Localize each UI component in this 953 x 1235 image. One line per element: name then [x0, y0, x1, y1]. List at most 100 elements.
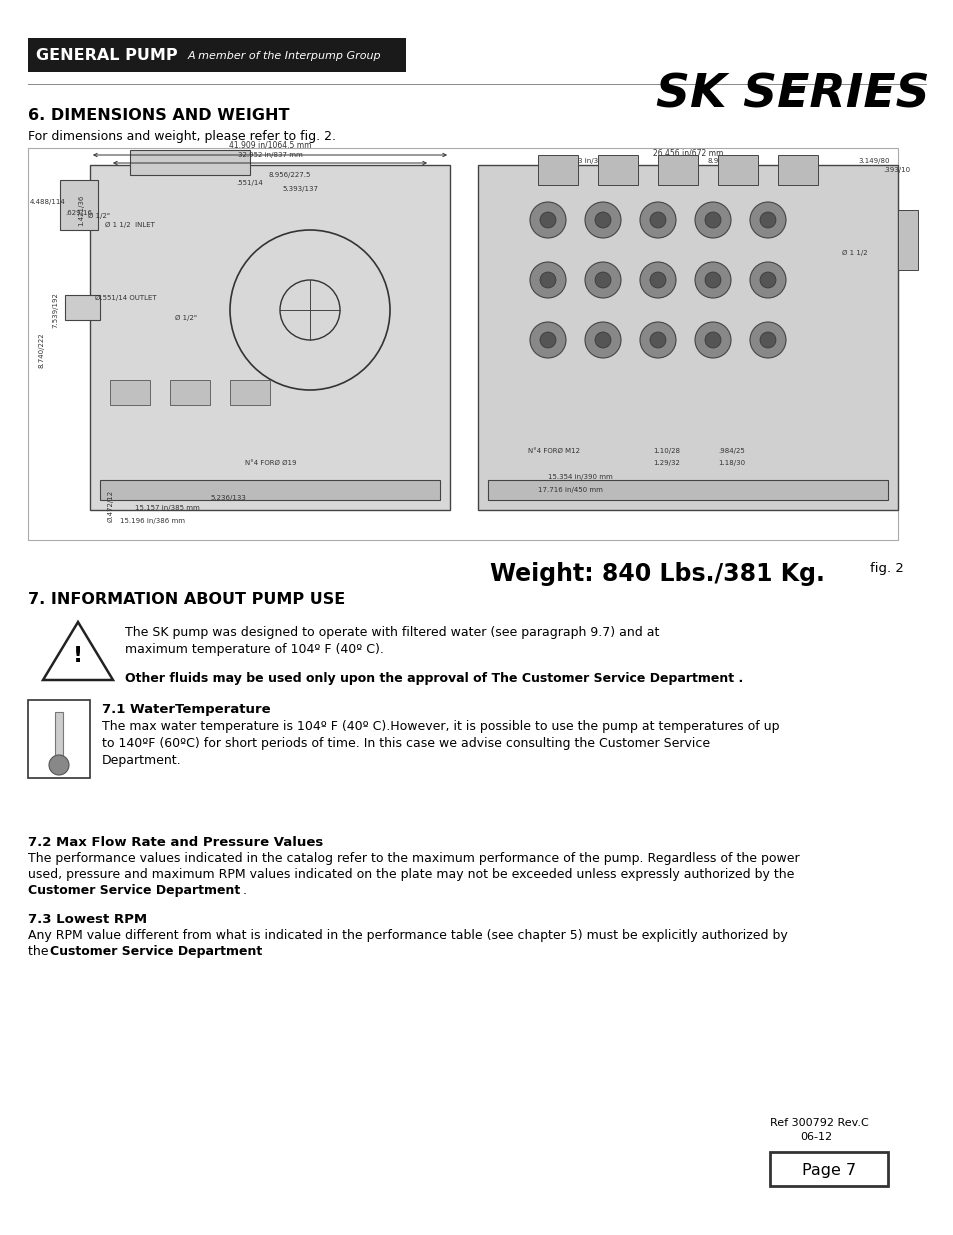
Text: Other fluids may be used only upon the approval of The Customer Service Departme: Other fluids may be used only upon the a…	[125, 672, 742, 685]
Circle shape	[704, 272, 720, 288]
Text: N°4 FORØ M12: N°4 FORØ M12	[527, 448, 579, 454]
Text: Customer Service Department: Customer Service Department	[50, 945, 262, 958]
Circle shape	[639, 203, 676, 238]
Text: the: the	[28, 945, 52, 958]
Circle shape	[595, 212, 610, 228]
Text: .551/14: .551/14	[236, 180, 263, 186]
Circle shape	[530, 322, 565, 358]
Bar	[170, 380, 210, 405]
Text: 5.393/137: 5.393/137	[282, 186, 317, 191]
Text: 15.157 in/385 mm: 15.157 in/385 mm	[135, 505, 199, 511]
Text: 8.976/228: 8.976/228	[707, 158, 743, 164]
Text: 1.421/36: 1.421/36	[78, 195, 84, 226]
Circle shape	[539, 212, 556, 228]
Text: .: .	[243, 884, 247, 897]
Text: The performance values indicated in the catalog refer to the maximum performance: The performance values indicated in the …	[28, 852, 799, 864]
Text: 7. INFORMATION ABOUT PUMP USE: 7. INFORMATION ABOUT PUMP USE	[28, 592, 345, 606]
Text: .393/10: .393/10	[882, 167, 909, 173]
Text: 1.29/32: 1.29/32	[652, 459, 679, 466]
Circle shape	[584, 262, 620, 298]
Text: Ref 300792 Rev.C: Ref 300792 Rev.C	[769, 1118, 868, 1128]
Text: Ø 1/2": Ø 1/2"	[174, 315, 196, 321]
Bar	[100, 480, 439, 500]
Bar	[90, 165, 450, 510]
Bar	[110, 380, 150, 405]
Text: The max water temperature is 104º F (40º C).However, it is possible to use the p: The max water temperature is 104º F (40º…	[102, 720, 779, 734]
Text: Department.: Department.	[102, 755, 181, 767]
Bar	[60, 180, 98, 230]
Circle shape	[749, 203, 785, 238]
Text: SK SERIES: SK SERIES	[656, 72, 929, 117]
Bar	[897, 210, 917, 270]
Bar	[537, 156, 578, 185]
Circle shape	[49, 755, 69, 776]
Text: Ø 1/2": Ø 1/2"	[88, 212, 110, 219]
Text: .984/25: .984/25	[718, 448, 744, 454]
Circle shape	[649, 332, 665, 348]
Text: For dimensions and weight, please refer to fig. 2.: For dimensions and weight, please refer …	[28, 130, 335, 143]
Text: 7.3 Lowest RPM: 7.3 Lowest RPM	[28, 913, 147, 926]
Text: 7.1 WaterTemperature: 7.1 WaterTemperature	[102, 703, 271, 716]
Circle shape	[530, 262, 565, 298]
Text: 7.539/192: 7.539/192	[52, 291, 58, 329]
Text: 17.716 in/450 mm: 17.716 in/450 mm	[537, 487, 602, 493]
Circle shape	[595, 332, 610, 348]
Bar	[769, 1152, 887, 1186]
Text: 06-12: 06-12	[800, 1132, 831, 1142]
Text: 1.18/30: 1.18/30	[718, 459, 744, 466]
Text: 26.456 in/672 mm: 26.456 in/672 mm	[652, 148, 722, 157]
Text: 6. DIMENSIONS AND WEIGHT: 6. DIMENSIONS AND WEIGHT	[28, 107, 289, 124]
Circle shape	[595, 272, 610, 288]
Text: Ø.472/12: Ø.472/12	[108, 490, 114, 522]
Text: Customer Service Department: Customer Service Department	[28, 884, 240, 897]
Text: fig. 2: fig. 2	[869, 562, 902, 576]
Circle shape	[584, 203, 620, 238]
Circle shape	[649, 272, 665, 288]
Bar	[718, 156, 758, 185]
Text: Ø.551/14 OUTLET: Ø.551/14 OUTLET	[95, 295, 156, 301]
Text: Ø 1 1/2  INLET: Ø 1 1/2 INLET	[105, 222, 154, 228]
Circle shape	[530, 203, 565, 238]
Bar	[658, 156, 698, 185]
Text: 5.236/133: 5.236/133	[210, 495, 246, 501]
Text: Ø 1 1/2: Ø 1 1/2	[841, 249, 867, 256]
Text: 8.740/222: 8.740/222	[39, 332, 45, 368]
Bar	[778, 156, 817, 185]
Circle shape	[749, 262, 785, 298]
Bar	[130, 149, 250, 175]
Text: 41.909 in/1064.5 mm: 41.909 in/1064.5 mm	[229, 141, 311, 149]
Bar	[28, 38, 406, 72]
Bar	[28, 700, 90, 778]
Text: used, pressure and maximum RPM values indicated on the plate may not be exceeded: used, pressure and maximum RPM values in…	[28, 868, 794, 881]
Text: 3.149/80: 3.149/80	[857, 158, 888, 164]
Text: 32.952 in/837 mm: 32.952 in/837 mm	[237, 152, 302, 158]
Bar	[477, 165, 897, 510]
Circle shape	[649, 212, 665, 228]
Bar	[65, 295, 100, 320]
Text: The SK pump was designed to operate with filtered water (see paragraph 9.7) and : The SK pump was designed to operate with…	[125, 626, 659, 638]
Bar	[55, 713, 63, 755]
Text: A member of the Interpump Group: A member of the Interpump Group	[188, 51, 381, 61]
Circle shape	[695, 322, 730, 358]
Text: N°4 FORØ Ø19: N°4 FORØ Ø19	[245, 459, 296, 466]
Circle shape	[639, 322, 676, 358]
Circle shape	[760, 212, 775, 228]
Text: Any RPM value different from what is indicated in the performance table (see cha: Any RPM value different from what is ind…	[28, 929, 787, 942]
Text: maximum temperature of 104º F (40º C).: maximum temperature of 104º F (40º C).	[125, 643, 383, 656]
Text: 15.354 in/390 mm: 15.354 in/390 mm	[547, 474, 612, 480]
Text: 7.2 Max Flow Rate and Pressure Values: 7.2 Max Flow Rate and Pressure Values	[28, 836, 323, 848]
Text: 13.543 in/344 mm: 13.543 in/344 mm	[558, 158, 622, 164]
Text: 1.10/28: 1.10/28	[652, 448, 679, 454]
Bar	[28, 148, 897, 540]
Text: Page 7: Page 7	[801, 1162, 855, 1177]
Text: 8.956/227.5: 8.956/227.5	[269, 172, 311, 178]
Circle shape	[539, 272, 556, 288]
Circle shape	[695, 203, 730, 238]
Bar	[598, 156, 638, 185]
Circle shape	[695, 262, 730, 298]
Text: 4.488/114: 4.488/114	[30, 199, 66, 205]
Text: !: !	[72, 646, 83, 666]
Bar	[230, 380, 270, 405]
Text: .629/16: .629/16	[65, 210, 91, 216]
Circle shape	[704, 332, 720, 348]
